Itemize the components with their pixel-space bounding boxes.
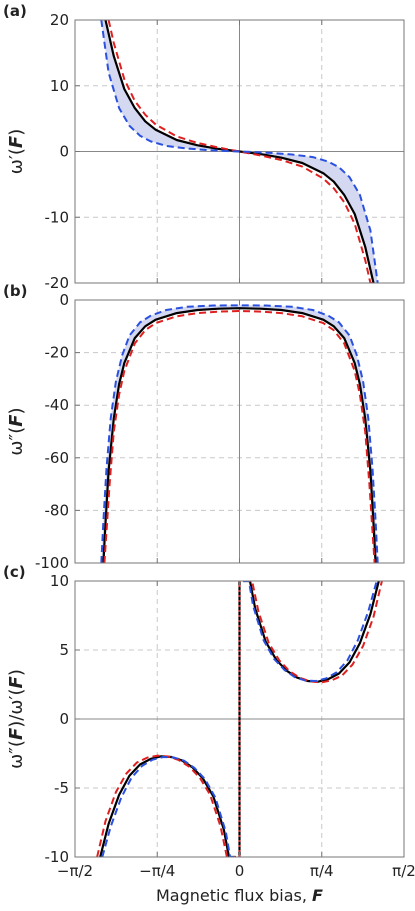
y-axis-label-part: ω′(	[6, 148, 27, 174]
series-blue-dashed-5	[243, 581, 378, 682]
flux-symbol: F	[6, 135, 27, 148]
y-tick-label: 0	[59, 710, 69, 728]
series-blue-dashed-4	[101, 756, 236, 857]
panel-label: (c)	[3, 563, 26, 581]
x-tick-label: −π/4	[139, 862, 175, 880]
y-tick-label: -40	[45, 396, 70, 414]
x-axis-label-text: Magnetic flux bias,	[156, 886, 312, 905]
y-tick-label: 10	[50, 572, 69, 590]
flux-symbol: F	[6, 727, 27, 740]
y-tick-label: -20	[45, 274, 70, 292]
x-tick-label: −π/2	[57, 862, 93, 880]
y-tick-label: 20	[50, 11, 69, 29]
x-tick-label: 0	[235, 862, 245, 880]
y-tick-label: -80	[45, 501, 70, 519]
flux-symbol: F	[6, 414, 27, 427]
y-tick-label: -10	[45, 208, 70, 226]
plot-area	[100, 304, 379, 563]
series-blue-dashed-2	[100, 20, 379, 283]
y-axis-label: ω″(F)	[6, 407, 27, 455]
y-tick-label: -100	[35, 554, 69, 572]
series-black-solid-1	[243, 581, 380, 683]
x-tick-label: π/2	[392, 862, 415, 880]
series-red-dashed-1	[103, 310, 376, 563]
y-axis-label-part: ω″(	[6, 427, 27, 456]
y-axis-label-part: )/ω′(	[6, 688, 27, 727]
panel-label: (b)	[3, 282, 27, 300]
series-blue-dashed-2	[100, 304, 379, 563]
y-tick-label: 10	[50, 77, 69, 95]
y-axis-label-part: )	[6, 129, 27, 136]
y-tick-label: -5	[54, 779, 69, 797]
y-axis-label: ω′(F)	[6, 129, 27, 175]
y-tick-label: 5	[59, 641, 69, 659]
panel-b: 0 -20 -40 -60 -80 -100 (b) ω″(F)	[3, 282, 405, 572]
plot-area	[100, 20, 379, 283]
y-axis-label-part: ω″(	[6, 740, 27, 769]
y-tick-label: 0	[59, 291, 69, 309]
series-red-dashed-1	[107, 20, 376, 283]
y-tick-label: 0	[59, 143, 69, 161]
y-axis-label: ω″(F)/ω′(F)	[6, 669, 27, 769]
y-axis-label-part: )	[6, 407, 27, 414]
flux-symbol: F	[6, 675, 27, 688]
panel-label: (a)	[3, 2, 27, 20]
series-black-solid-0	[102, 307, 377, 563]
series-black-solid-0	[99, 755, 236, 857]
y-tick-label: -20	[45, 344, 70, 362]
flux-symbol: F	[312, 886, 323, 905]
series-red-dashed-3	[243, 581, 383, 684]
panel-a: 20 10 0 -10 -20 (a) ω′(F)	[3, 2, 405, 292]
series-red-dashed-2	[96, 754, 236, 857]
y-tick-label: -60	[45, 449, 70, 467]
y-axis-label-part: )	[6, 669, 27, 676]
y-tick-label: -10	[45, 848, 70, 866]
plot-area	[96, 581, 383, 857]
x-tick-label: π/4	[310, 862, 334, 880]
x-axis-label: Magnetic flux bias, F	[156, 886, 323, 905]
